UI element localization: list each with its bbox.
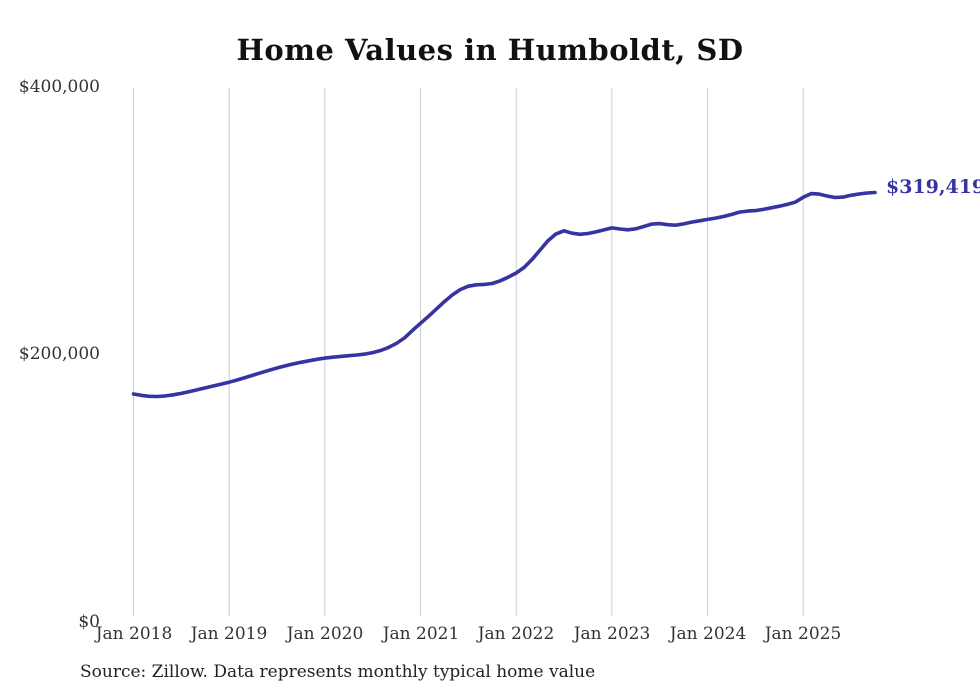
x-axis-tick-jan-2018: Jan 2018 [95,624,173,644]
x-axis-tick-jan-2021: Jan 2021 [382,624,460,644]
chart-title: Home Values in Humboldt, SD [236,33,744,67]
x-axis-tick-jan-2019: Jan 2019 [190,624,268,644]
home-value-series-line [131,190,877,399]
latest-value-annotation: $319,419 [886,176,980,198]
y-axis-tick-0: $0 [78,612,100,632]
y-axis-tick-400k: $400,000 [18,77,100,97]
x-axis-tick-jan-2023: Jan 2023 [573,624,651,644]
x-axis-tick-jan-2020: Jan 2020 [286,624,364,644]
x-axis-tick-jan-2025: Jan 2025 [764,624,842,644]
y-axis-tick-200k: $200,000 [18,344,100,364]
source-note: Source: Zillow. Data represents monthly … [80,662,596,682]
x-axis-tick-jan-2024: Jan 2024 [669,624,747,644]
x-axis-tick-jan-2022: Jan 2022 [477,624,555,644]
